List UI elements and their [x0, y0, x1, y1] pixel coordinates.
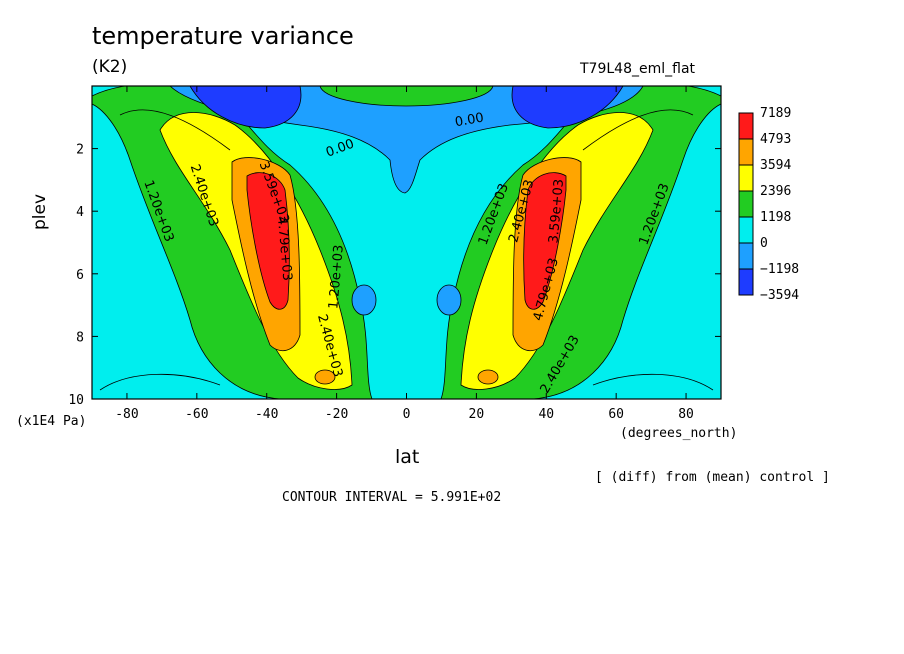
- band-strong-negative-left: [189, 86, 302, 129]
- y-tick-label: 8: [76, 330, 84, 345]
- band-red-left: [246, 172, 290, 310]
- contour-interval: CONTOUR INTERVAL = 5.991E+02: [282, 490, 502, 505]
- x-tick-label: -40: [255, 407, 278, 422]
- x-tick-label: -20: [325, 407, 348, 422]
- colorbar-label: 3594: [760, 158, 791, 173]
- x-tick-label: 80: [678, 407, 694, 422]
- contour-line-right: [582, 109, 714, 391]
- colorbar-swatch: [738, 164, 754, 192]
- blob-left: [351, 284, 377, 316]
- colorbar-swatch: [738, 138, 754, 166]
- blob-yellow-right: [477, 369, 499, 385]
- contour-label: 0.00: [454, 111, 485, 131]
- blob-right: [436, 284, 462, 316]
- colorbar-label: 0: [760, 236, 768, 251]
- diff-note: [ (diff) from (mean) control ]: [595, 470, 830, 485]
- run-label: T79L48_eml_flat: [580, 61, 696, 77]
- y-tick-label: 2: [76, 143, 84, 158]
- band-strong-negative-right: [511, 86, 624, 129]
- chart-title: temperature variance: [92, 22, 354, 50]
- colorbar-label: 1198: [760, 210, 791, 225]
- contour-label: 4.79e+03: [274, 216, 295, 281]
- units-label: (K2): [92, 57, 128, 77]
- x-axis-label: lat: [395, 446, 420, 468]
- y-tick-label: 10: [68, 393, 84, 408]
- x-tick-label: 40: [538, 407, 554, 422]
- y-tick-label: 6: [76, 268, 84, 283]
- x-axis-units: (degrees_north): [620, 426, 738, 441]
- colorbar-label: 4793: [760, 132, 791, 147]
- y-axis: 2 4 6 8 10: [68, 143, 721, 408]
- x-tick-label: -60: [185, 407, 208, 422]
- x-axis: -80 -60 -40 -20 0 20 40 60 80: [115, 86, 694, 422]
- colorbar-swatch: [738, 216, 754, 244]
- x-tick-label: -80: [115, 407, 138, 422]
- blob-yellow-left: [314, 369, 336, 385]
- contour-line-left: [99, 109, 231, 391]
- colorbar-swatch: [738, 112, 754, 140]
- band-green-top-center: [319, 86, 494, 107]
- colorbar: 7189 4793 3594 2396 1198 0 −1198 −3594: [738, 106, 799, 303]
- colorbar-swatch: [738, 242, 754, 270]
- colorbar-swatch: [738, 190, 754, 218]
- contour-fills: [92, 86, 721, 399]
- colorbar-label: −3594: [760, 288, 799, 303]
- x-tick-label: 60: [608, 407, 624, 422]
- colorbar-label: 2396: [760, 184, 791, 199]
- band-red-right: [523, 172, 567, 310]
- x-tick-label: 20: [469, 407, 485, 422]
- colorbar-label: −1198: [760, 262, 799, 277]
- contour-label: 1.20e+03: [326, 244, 347, 309]
- x-tick-label: 0: [403, 407, 411, 422]
- colorbar-label: 7189: [760, 106, 791, 121]
- contour-label: 3.59e+03: [546, 178, 567, 243]
- colorbar-swatch: [738, 268, 754, 296]
- y-axis-units: (x1E4 Pa): [16, 414, 87, 429]
- y-tick-label: 4: [76, 205, 84, 220]
